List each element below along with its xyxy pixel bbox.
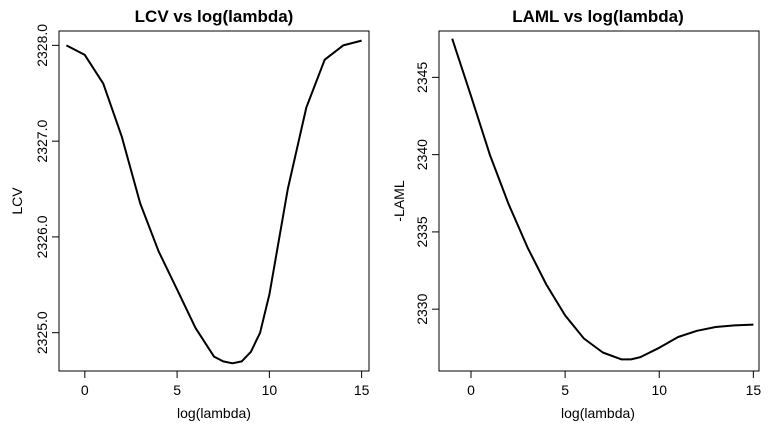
laml-y-axis: 2330 2335 2340 2345: [414, 62, 440, 325]
laml-panel: LAML vs log(lambda) 0 5 10 15 2330233523402…: [391, 7, 761, 421]
lcv-panel: LCV vs log(lambda) 0 5 10 15 2325.02326.023…: [9, 7, 370, 421]
laml-y-tick-label: 2340: [414, 139, 430, 170]
lcv-y-tick-label: 2325.0: [34, 311, 50, 354]
lcv-series-line: [65, 39, 362, 365]
lcv-y-tick-label: 2328.0: [34, 24, 50, 67]
laml-y-tick-label: 2345: [414, 62, 430, 93]
laml-x-axis-label: log(lambda): [561, 405, 635, 421]
lcv-y-axis-label: LCV: [9, 187, 25, 215]
laml-plot-frame: [438, 30, 760, 372]
lcv-y-axis: 2325.0 2326.0 2327.0 2328.0: [34, 24, 60, 354]
lcv-chart-title: LCV vs log(lambda): [135, 7, 294, 26]
lcv-x-axis: 0 5 10 15: [81, 370, 370, 398]
lcv-x-tick-label: 15: [354, 382, 370, 398]
lcv-x-tick-label: 0: [81, 382, 89, 398]
lcv-x-axis-label: log(lambda): [177, 405, 251, 421]
laml-x-tick-label: 0: [467, 382, 475, 398]
lcv-y-tick-label: 2326.0: [34, 215, 50, 258]
laml-y-axis-label: -LAML: [391, 180, 407, 221]
laml-y-tick-label: 2330: [414, 293, 430, 324]
laml-series-line: [451, 38, 754, 361]
lcv-y-tick-label: 2327.0: [34, 120, 50, 163]
laml-x-axis: 0 5 10 15: [467, 370, 762, 398]
lcv-x-tick-label: 10: [262, 382, 278, 398]
laml-x-tick-label: 5: [561, 382, 569, 398]
laml-y-tick-label: 2335: [414, 216, 430, 247]
lcv-plot-frame: [58, 30, 370, 372]
laml-chart-title: LAML vs log(lambda): [512, 7, 684, 26]
lcv-x-tick-label: 5: [173, 382, 181, 398]
laml-x-tick-label: 10: [651, 382, 667, 398]
laml-x-tick-label: 15: [746, 382, 762, 398]
